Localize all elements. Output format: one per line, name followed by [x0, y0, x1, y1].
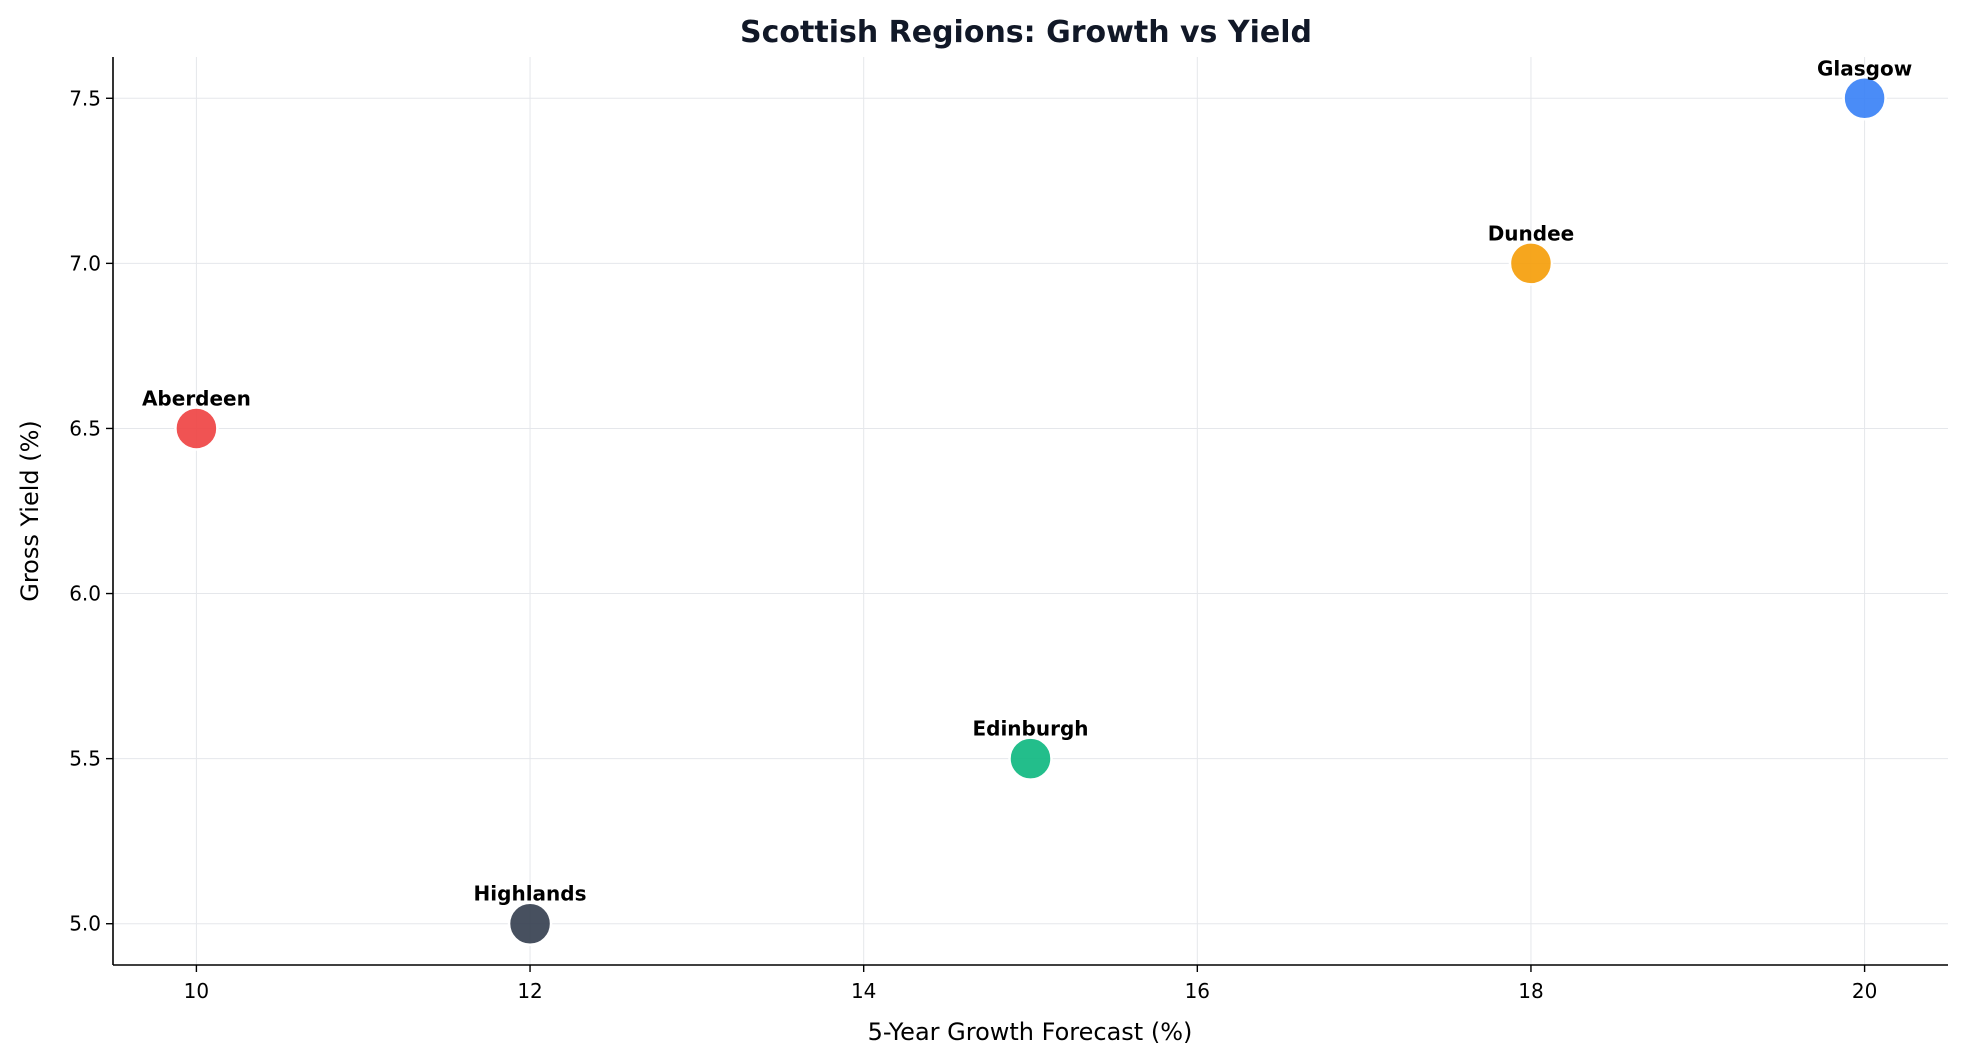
- x-tick-label: 14: [851, 979, 876, 1003]
- x-tick-label: 16: [1185, 979, 1210, 1003]
- point-label-dundee: Dundee: [1488, 221, 1575, 245]
- point-label-edinburgh: Edinburgh: [972, 717, 1088, 741]
- chart-title: Scottish Regions: Growth vs Yield: [740, 15, 1312, 50]
- point-label-aberdeen: Aberdeen: [142, 386, 251, 410]
- point-label-glasgow: Glasgow: [1817, 56, 1912, 80]
- x-axis-label: 5-Year Growth Forecast (%): [868, 1018, 1193, 1046]
- x-ticks: 10 12 14 16 18 20: [184, 965, 1877, 1003]
- y-ticks: 5.0 5.5 6.0 6.5 7.0 7.5: [69, 86, 113, 936]
- point-label-highlands: Highlands: [474, 882, 587, 906]
- y-axis-label: Gross Yield (%): [16, 420, 44, 602]
- data-labels: Aberdeen Highlands Edinburgh Dundee Glasgow: [142, 56, 1912, 905]
- y-tick-label: 7.5: [69, 86, 101, 110]
- y-tick-label: 6.5: [69, 416, 101, 440]
- x-tick-label: 12: [517, 979, 542, 1003]
- point-highlands: [507, 901, 553, 946]
- point-aberdeen: [174, 406, 219, 451]
- axes: [112, 57, 1948, 966]
- y-tick-label: 5.0: [69, 912, 101, 936]
- point-dundee: [1508, 241, 1554, 286]
- point-edinburgh: [1008, 736, 1053, 781]
- x-tick-label: 18: [1518, 979, 1543, 1003]
- y-tick-label: 6.0: [69, 582, 101, 606]
- point-glasgow: [1842, 76, 1887, 121]
- grid: [113, 57, 1948, 965]
- y-tick-label: 5.5: [69, 747, 101, 771]
- y-tick-label: 7.0: [69, 251, 101, 275]
- x-tick-label: 20: [1852, 979, 1877, 1003]
- x-tick-label: 10: [184, 979, 209, 1003]
- data-points: [174, 76, 1887, 946]
